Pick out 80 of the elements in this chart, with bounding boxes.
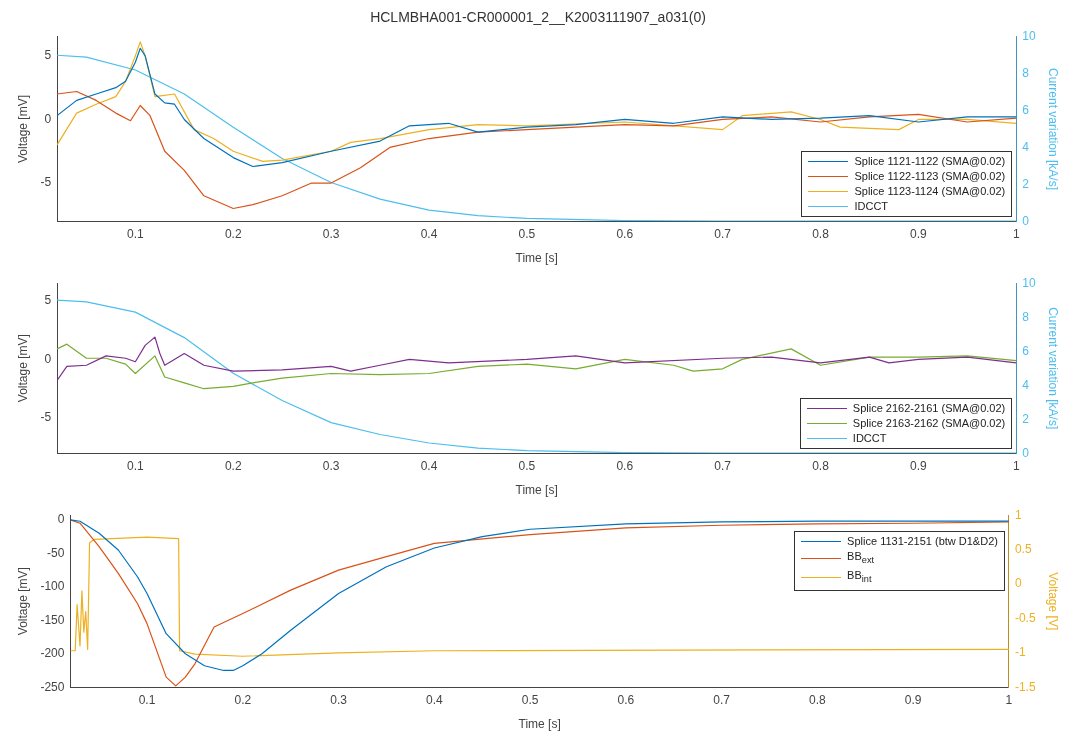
x-tick-label: 0.9 <box>910 458 928 473</box>
x-tick-label: 0.4 <box>420 226 438 241</box>
x-tick-label: 0.3 <box>322 458 340 473</box>
y2-tick-label: 6 <box>1022 343 1030 358</box>
x-tick-label: 0.6 <box>616 458 634 473</box>
x-tick-label: 0.1 <box>127 458 145 473</box>
y2-tick-label: 6 <box>1022 102 1030 117</box>
x-tick-label: 0.7 <box>714 226 732 241</box>
y-axis-title: Voltage [mV] <box>15 94 30 164</box>
y2-tick-label: 10 <box>1022 29 1036 44</box>
y-tick-label: 0 <box>44 351 52 366</box>
y2-tick-label: 2 <box>1022 176 1030 191</box>
x-tick-label: 0.7 <box>714 458 732 473</box>
y2-axis-title: Current variation [kA/s] <box>1046 67 1061 191</box>
y2-tick-label: 10 <box>1022 275 1036 290</box>
x-tick-label: 0.5 <box>521 692 539 707</box>
y2-tick-label: 0 <box>1014 576 1022 591</box>
legend-label: BB$_{ext}$ <box>847 549 875 568</box>
legend-label: BB$_{int}$ <box>847 568 872 587</box>
x-tick-label: 0.8 <box>812 458 830 473</box>
y2-axis-title: Current variation [kA/s] <box>1046 307 1061 430</box>
x-tick-label: 0.8 <box>812 226 830 241</box>
y-axis-title: Voltage [mV] <box>15 567 30 636</box>
x-tick-label: 0.2 <box>224 458 242 473</box>
x-tick-label: 0.1 <box>127 226 145 241</box>
y2-tick-label: 8 <box>1022 309 1030 324</box>
legend-label: IDCCT <box>852 431 887 447</box>
legend-label: Splice 1123-1124 (SMA@0.02) <box>854 184 1006 200</box>
x-tick-label: 0.3 <box>322 226 340 241</box>
x-tick-label: 1 <box>1012 458 1020 473</box>
y-tick-label: 5 <box>44 293 52 308</box>
x-tick-label: 1 <box>1005 692 1013 707</box>
x-tick-label: 0.3 <box>330 692 348 707</box>
x-tick-label: 0.7 <box>713 692 731 707</box>
chart-title: HCLMBHA001-CR000001_2__K2003111907_a031(0) <box>370 9 706 26</box>
y2-tick-label: -1.5 <box>1014 679 1036 694</box>
x-tick-label: 1 <box>1012 226 1020 241</box>
y2-tick-label: 4 <box>1022 377 1030 392</box>
legend-label: Splice 1122-1123 (SMA@0.02) <box>854 169 1006 185</box>
y-tick-label: 5 <box>44 48 52 63</box>
x-tick-label: 0.2 <box>224 226 242 241</box>
x-tick-label: 0.8 <box>809 692 827 707</box>
x-axis-title: Time [s] <box>518 717 561 732</box>
legend-label: Splice 2162-2161 (SMA@0.02) <box>852 401 1006 417</box>
legend-label: Splice 1131-2151 (btw D1&D2) <box>847 534 998 550</box>
y2-tick-label: -1 <box>1014 645 1026 660</box>
y-tick-label: -100 <box>40 579 65 594</box>
x-tick-label: 0.2 <box>234 692 252 707</box>
legend-label: Splice 2163-2162 (SMA@0.02) <box>852 416 1006 432</box>
y2-tick-label: 8 <box>1022 65 1030 80</box>
x-axis-title: Time [s] <box>515 251 558 266</box>
x-tick-label: 0.5 <box>518 458 536 473</box>
x-tick-label: 0.6 <box>617 692 635 707</box>
y-tick-label: -250 <box>40 679 65 694</box>
y-tick-label: -50 <box>47 545 65 560</box>
y-tick-label: -150 <box>40 612 65 627</box>
x-tick-label: 0.9 <box>904 692 922 707</box>
x-axis-title: Time [s] <box>515 483 558 498</box>
y2-tick-label: 4 <box>1022 139 1030 154</box>
y2-tick-label: 0 <box>1022 213 1030 228</box>
x-tick-label: 0.1 <box>138 692 156 707</box>
legend-label: IDCCT <box>854 199 889 215</box>
x-tick-label: 0.6 <box>616 226 634 241</box>
y-tick-label: 0 <box>57 512 65 527</box>
x-tick-label: 0.4 <box>425 692 443 707</box>
y-tick-label: -200 <box>40 646 65 661</box>
y-axis-title: Voltage [mV] <box>15 334 30 403</box>
x-tick-label: 0.4 <box>420 458 438 473</box>
y-tick-label: -5 <box>40 175 52 190</box>
y2-tick-label: 2 <box>1022 411 1030 426</box>
legend-label: Splice 1121-1122 (SMA@0.02) <box>854 154 1006 170</box>
x-tick-label: 0.9 <box>910 226 928 241</box>
y2-tick-label: -0.5 <box>1014 610 1036 625</box>
x-tick-label: 0.5 <box>518 226 536 241</box>
y-tick-label: 0 <box>44 111 52 126</box>
y2-tick-label: 0.5 <box>1014 541 1032 556</box>
y2-axis-title: Voltage [V] <box>1046 572 1061 631</box>
y2-tick-label: 1 <box>1014 507 1022 522</box>
y2-tick-label: 0 <box>1022 445 1030 460</box>
y-tick-label: -5 <box>40 410 52 425</box>
